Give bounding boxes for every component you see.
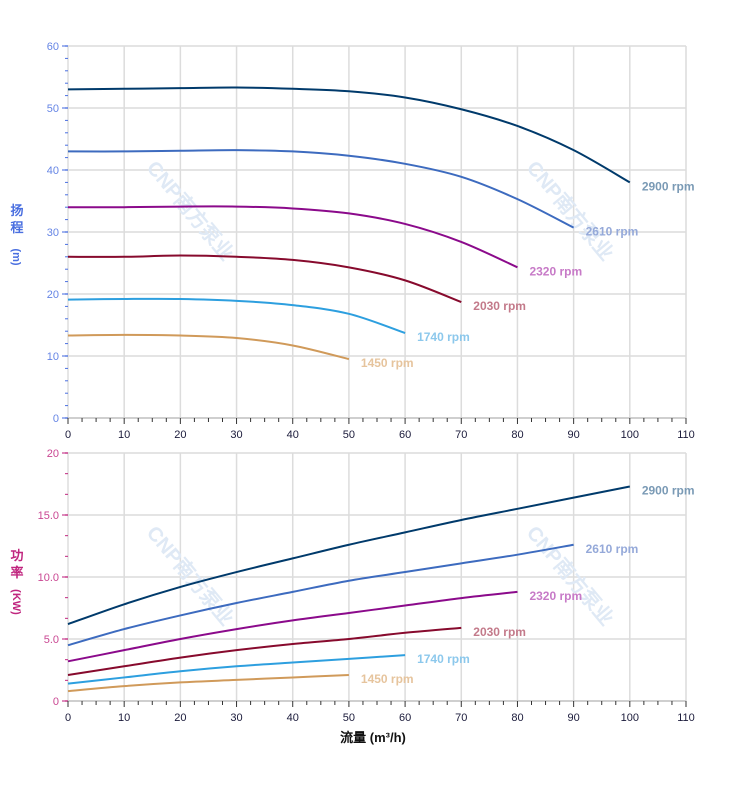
x-tick-label: 50 (343, 429, 355, 441)
series-line-2030-rpm (67, 254, 462, 303)
x-tick-label: 20 (174, 712, 186, 724)
y-axis-title: 功 (10, 548, 23, 563)
series-label: 2320 rpm (529, 589, 582, 603)
x-tick-label: 0 (65, 429, 71, 441)
x-tick-label: 100 (621, 429, 639, 441)
series-line-1450-rpm (67, 333, 350, 361)
series-line-2030-rpm (67, 626, 462, 676)
x-tick-label: 60 (399, 429, 411, 441)
watermark-logo: CNP南方泵业 (142, 156, 239, 265)
watermark-logo: CNP南方泵业 (522, 156, 619, 265)
y-tick-label: 50 (47, 103, 59, 115)
x-tick-label: 70 (455, 712, 467, 724)
y-tick-label: 20 (47, 289, 59, 301)
series-label: 2030 rpm (473, 625, 526, 639)
y-axis-title: 程 (10, 220, 23, 235)
series-label: 2900 rpm (642, 179, 695, 193)
series-label: 1450 rpm (361, 672, 414, 686)
x-tick-label: 40 (287, 429, 299, 441)
x-tick-label: 110 (677, 712, 695, 724)
x-tick-label: 90 (568, 429, 580, 441)
series-label: 2900 rpm (642, 483, 695, 497)
x-tick-label: 110 (677, 429, 695, 441)
series-line-2610-rpm (67, 543, 574, 647)
y-tick-label: 15.0 (38, 510, 59, 522)
series-label: 1740 rpm (417, 652, 470, 666)
x-tick-label: 30 (230, 429, 242, 441)
series-label: 2610 rpm (586, 225, 639, 239)
y-tick-label: 0 (53, 696, 59, 708)
x-tick-label: 50 (343, 712, 355, 724)
x-tick-label: 70 (455, 429, 467, 441)
x-tick-label: 90 (568, 712, 580, 724)
series-label: 2610 rpm (586, 542, 639, 556)
x-axis-title: 流量 (m³/h) (340, 730, 406, 745)
x-tick-label: 80 (511, 712, 523, 724)
x-tick-label: 40 (287, 712, 299, 724)
y-tick-label: 0 (53, 413, 59, 425)
x-tick-label: 30 (230, 712, 242, 724)
x-tick-label: 100 (621, 712, 639, 724)
series-label: 2320 rpm (529, 264, 582, 278)
series-line-2320-rpm (67, 205, 518, 269)
y-tick-label: 30 (47, 227, 59, 239)
series-line-1740-rpm (67, 297, 406, 335)
y-tick-label: 40 (47, 165, 59, 177)
series-line-2320-rpm (67, 590, 518, 663)
y-axis-unit: (m) (10, 248, 22, 265)
y-axis-title: 率 (10, 565, 23, 580)
watermark-logo: CNP南方泵业 (522, 521, 619, 630)
series-line-2610-rpm (67, 149, 575, 229)
series-label: 1450 rpm (361, 356, 414, 370)
chart-panel-1: CNP南方泵业 CNP南方泵业 0 10 20 30 40 50 60 0 10 20 30 40 50 60… (10, 41, 695, 441)
series-line-2900-rpm (67, 86, 631, 184)
x-tick-label: 10 (118, 712, 130, 724)
x-tick-label: 0 (65, 712, 71, 724)
series-line-1740-rpm (67, 654, 406, 685)
x-tick-label: 10 (118, 429, 130, 441)
y-tick-label: 20 (47, 448, 59, 460)
y-tick-label: 5.0 (44, 634, 59, 646)
y-axis-title: 扬 (10, 203, 23, 218)
series-line-2900-rpm (67, 485, 631, 626)
y-tick-label: 10.0 (38, 572, 59, 584)
series-label: 1740 rpm (417, 330, 470, 344)
x-tick-label: 80 (511, 429, 523, 441)
series-label: 2030 rpm (473, 299, 526, 313)
x-tick-label: 60 (399, 712, 411, 724)
y-tick-label: 60 (47, 41, 59, 53)
y-axis-unit: (KW) (10, 589, 22, 615)
y-tick-label: 10 (47, 351, 59, 363)
series-line-1450-rpm (67, 673, 349, 693)
x-tick-label: 20 (174, 429, 186, 441)
